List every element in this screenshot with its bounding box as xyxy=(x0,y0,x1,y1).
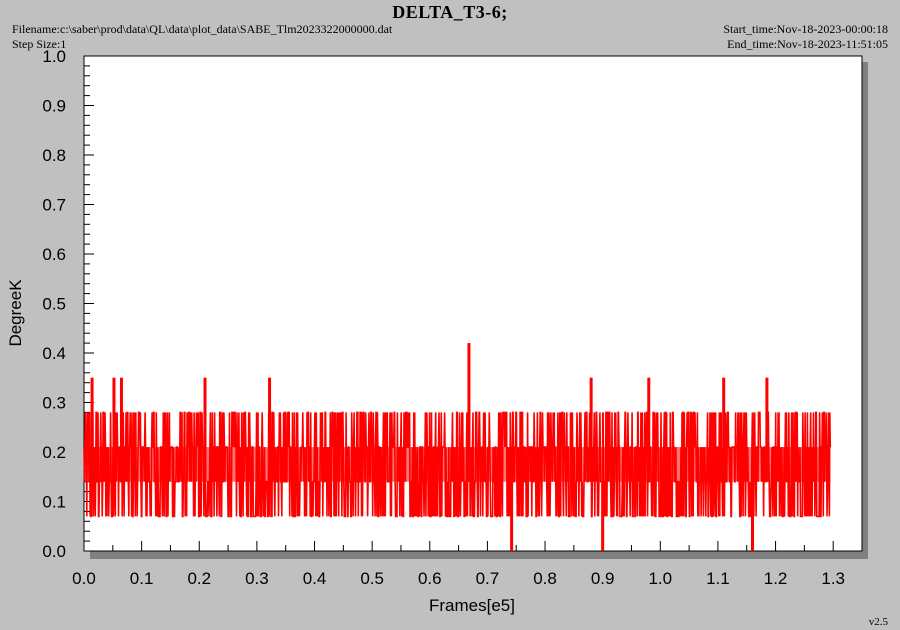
x-tick-label: 0.3 xyxy=(245,569,269,588)
step-size-label: Step Size:1 xyxy=(12,37,67,51)
y-tick-label: 0.5 xyxy=(42,295,66,314)
y-tick-label: 0.1 xyxy=(42,493,66,512)
y-tick-labels: 0.0 0.1 0.2 0.3 0.4 0.5 0.6 0.7 0.8 0.9 1.0 xyxy=(42,47,66,561)
y-tick-label: 1.0 xyxy=(42,47,66,66)
y-tick-label: 0.8 xyxy=(42,146,66,165)
x-tick-label: 1.3 xyxy=(821,569,845,588)
x-tick-label: 0.9 xyxy=(591,569,615,588)
series-degreek xyxy=(83,343,832,552)
x-tick-label: 0.0 xyxy=(72,569,96,588)
end-time-label: End_time:Nov-18-2023-11:51:05 xyxy=(727,37,888,51)
x-tick-label: 1.1 xyxy=(706,569,730,588)
x-tick-labels: 0.0 0.1 0.2 0.3 0.4 0.5 0.6 0.7 0.8 0.9 1.0 1.1 1.2 1… xyxy=(72,569,845,588)
x-tick-label: 0.1 xyxy=(130,569,154,588)
y-tick-label: 0.7 xyxy=(42,196,66,215)
y-tick-label: 0.4 xyxy=(42,344,66,363)
y-tick-label: 0.3 xyxy=(42,394,66,413)
x-tick-label: 0.2 xyxy=(187,569,211,588)
x-axis-label: Frames[e5] xyxy=(429,596,515,615)
x-tick-label: 0.7 xyxy=(476,569,500,588)
y-tick-label: 0.2 xyxy=(42,443,66,462)
x-tick-label: 1.0 xyxy=(648,569,672,588)
x-tick-label: 1.2 xyxy=(764,569,788,588)
y-tick-label: 0.0 xyxy=(42,542,66,561)
series-dense-band xyxy=(84,447,831,482)
filename-label: Filename:c:\saber\prod\data\QL\data\plot… xyxy=(12,22,393,36)
y-tick-label: 0.6 xyxy=(42,245,66,264)
y-axis-label: DegreeK xyxy=(6,279,25,347)
version-label: v2.5 xyxy=(868,616,888,628)
x-tick-label: 0.6 xyxy=(418,569,442,588)
chart-title: DELTA_T3-6; xyxy=(392,2,508,22)
start-time-label: Start_time:Nov-18-2023-00:00:18 xyxy=(723,22,888,36)
x-tick-label: 0.4 xyxy=(303,569,327,588)
x-tick-label: 0.8 xyxy=(533,569,557,588)
y-tick-label: 0.9 xyxy=(42,97,66,116)
x-tick-label: 0.5 xyxy=(360,569,384,588)
